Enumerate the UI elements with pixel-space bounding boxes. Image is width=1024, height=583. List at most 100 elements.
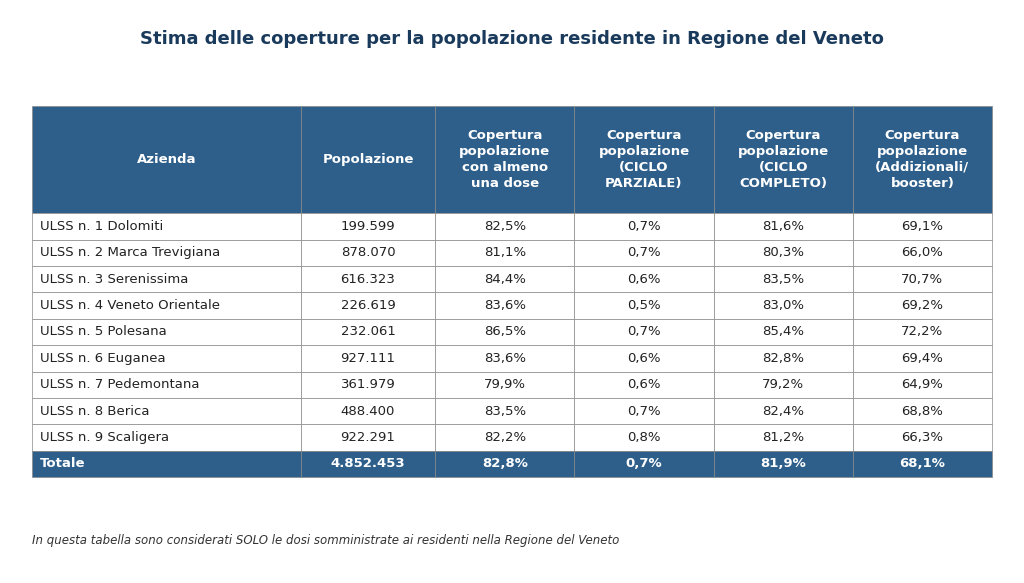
- Text: 66,0%: 66,0%: [901, 246, 943, 259]
- Text: 4.852.453: 4.852.453: [331, 458, 406, 470]
- Text: 82,2%: 82,2%: [483, 431, 526, 444]
- Bar: [574, 371, 714, 398]
- Bar: [301, 371, 435, 398]
- Bar: [853, 213, 992, 240]
- Text: 0,7%: 0,7%: [626, 458, 663, 470]
- Bar: [574, 213, 714, 240]
- Text: 83,5%: 83,5%: [762, 273, 804, 286]
- Bar: [32, 213, 301, 240]
- Text: 922.291: 922.291: [341, 431, 395, 444]
- Text: 82,8%: 82,8%: [762, 352, 804, 365]
- Text: ULSS n. 4 Veneto Orientale: ULSS n. 4 Veneto Orientale: [40, 299, 220, 312]
- Bar: [574, 240, 714, 266]
- Text: 79,2%: 79,2%: [762, 378, 804, 391]
- Bar: [714, 451, 853, 477]
- Text: 82,8%: 82,8%: [482, 458, 527, 470]
- Text: 64,9%: 64,9%: [901, 378, 943, 391]
- Bar: [32, 451, 301, 477]
- Text: ULSS n. 8 Berica: ULSS n. 8 Berica: [40, 405, 150, 417]
- Text: 361.979: 361.979: [341, 378, 395, 391]
- Bar: [714, 266, 853, 292]
- Text: 488.400: 488.400: [341, 405, 395, 417]
- Text: 69,1%: 69,1%: [901, 220, 943, 233]
- Bar: [435, 106, 574, 213]
- Bar: [32, 398, 301, 424]
- Bar: [301, 398, 435, 424]
- Bar: [714, 371, 853, 398]
- Text: 0,7%: 0,7%: [627, 220, 660, 233]
- Text: 199.599: 199.599: [341, 220, 395, 233]
- Text: 86,5%: 86,5%: [483, 325, 525, 339]
- Text: Copertura
popolazione
(CICLO
PARZIALE): Copertura popolazione (CICLO PARZIALE): [598, 129, 689, 190]
- Bar: [32, 345, 301, 371]
- Text: 81,1%: 81,1%: [483, 246, 526, 259]
- Text: 72,2%: 72,2%: [901, 325, 943, 339]
- Text: 68,1%: 68,1%: [899, 458, 945, 470]
- Text: 81,6%: 81,6%: [762, 220, 804, 233]
- Text: ULSS n. 1 Dolomiti: ULSS n. 1 Dolomiti: [40, 220, 164, 233]
- Text: Totale: Totale: [40, 458, 86, 470]
- Text: 84,4%: 84,4%: [484, 273, 525, 286]
- Text: 0,7%: 0,7%: [627, 246, 660, 259]
- Text: 0,6%: 0,6%: [628, 352, 660, 365]
- Text: 83,6%: 83,6%: [483, 299, 525, 312]
- Bar: [32, 106, 301, 213]
- Bar: [714, 213, 853, 240]
- Bar: [435, 213, 574, 240]
- Bar: [853, 345, 992, 371]
- Text: Popolazione: Popolazione: [323, 153, 414, 166]
- Bar: [435, 345, 574, 371]
- Bar: [853, 266, 992, 292]
- Bar: [435, 319, 574, 345]
- Text: 83,6%: 83,6%: [483, 352, 525, 365]
- Bar: [32, 424, 301, 451]
- Text: 616.323: 616.323: [341, 273, 395, 286]
- Text: 0,6%: 0,6%: [628, 273, 660, 286]
- Bar: [574, 424, 714, 451]
- Text: 0,7%: 0,7%: [627, 325, 660, 339]
- Text: Copertura
popolazione
con almeno
una dose: Copertura popolazione con almeno una dos…: [459, 129, 550, 190]
- Text: 83,0%: 83,0%: [762, 299, 804, 312]
- Text: 68,8%: 68,8%: [901, 405, 943, 417]
- Bar: [714, 292, 853, 319]
- Text: 85,4%: 85,4%: [762, 325, 804, 339]
- Text: ULSS n. 6 Euganea: ULSS n. 6 Euganea: [40, 352, 166, 365]
- Bar: [301, 424, 435, 451]
- Text: 83,5%: 83,5%: [483, 405, 526, 417]
- Bar: [301, 292, 435, 319]
- Bar: [301, 266, 435, 292]
- Bar: [714, 319, 853, 345]
- Bar: [435, 292, 574, 319]
- Bar: [714, 240, 853, 266]
- Bar: [301, 345, 435, 371]
- Bar: [435, 398, 574, 424]
- Text: ULSS n. 9 Scaligera: ULSS n. 9 Scaligera: [40, 431, 169, 444]
- Text: 81,2%: 81,2%: [762, 431, 804, 444]
- Bar: [435, 240, 574, 266]
- Text: 80,3%: 80,3%: [762, 246, 804, 259]
- Bar: [574, 319, 714, 345]
- Bar: [853, 371, 992, 398]
- Text: 0,8%: 0,8%: [628, 431, 660, 444]
- Text: Azienda: Azienda: [136, 153, 197, 166]
- Text: ULSS n. 2 Marca Trevigiana: ULSS n. 2 Marca Trevigiana: [40, 246, 220, 259]
- Text: 0,5%: 0,5%: [627, 299, 660, 312]
- Bar: [301, 106, 435, 213]
- Bar: [853, 319, 992, 345]
- Bar: [301, 451, 435, 477]
- Text: 66,3%: 66,3%: [901, 431, 943, 444]
- Text: 79,9%: 79,9%: [483, 378, 525, 391]
- Text: 226.619: 226.619: [341, 299, 395, 312]
- Bar: [32, 266, 301, 292]
- Bar: [574, 398, 714, 424]
- Bar: [574, 292, 714, 319]
- Text: 82,4%: 82,4%: [762, 405, 804, 417]
- Bar: [32, 371, 301, 398]
- Bar: [32, 240, 301, 266]
- Text: 232.061: 232.061: [341, 325, 395, 339]
- Bar: [574, 345, 714, 371]
- Bar: [301, 319, 435, 345]
- Bar: [574, 451, 714, 477]
- Text: Copertura
popolazione
(CICLO
COMPLETO): Copertura popolazione (CICLO COMPLETO): [737, 129, 828, 190]
- Text: 69,2%: 69,2%: [901, 299, 943, 312]
